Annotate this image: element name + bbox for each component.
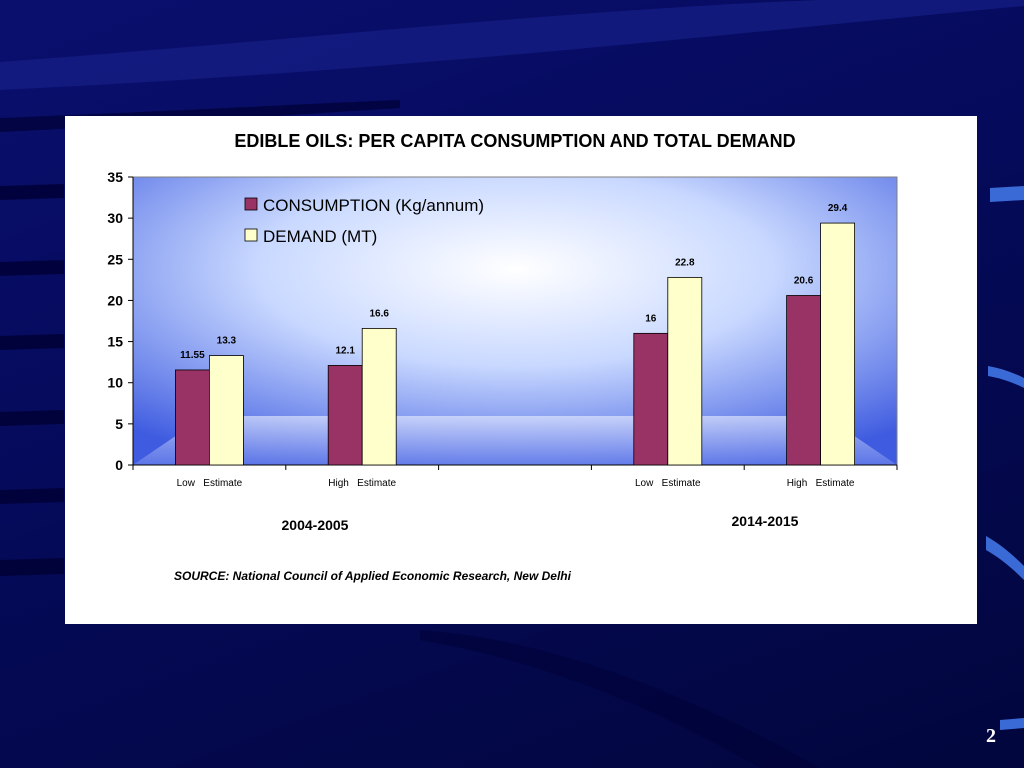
x-tick-label: High Estimate [787, 478, 855, 489]
y-tick-label: 35 [107, 169, 123, 185]
legend-label-demand: DEMAND (MT) [263, 227, 377, 246]
data-label-demand: 22.8 [675, 257, 695, 268]
chart-panel: EDIBLE OILS: PER CAPITA CONSUMPTION AND … [65, 116, 977, 624]
data-label-consumption: 11.55 [180, 350, 205, 361]
bar-consumption [786, 295, 821, 466]
bar-consumption [327, 365, 363, 466]
data-label-demand: 13.3 [217, 336, 237, 347]
bar-consumption [633, 332, 669, 466]
y-tick-label: 5 [115, 416, 123, 432]
legend-label-consumption: CONSUMPTION (Kg/annum) [263, 196, 484, 215]
legend-swatch-demand [244, 228, 258, 242]
page-number: 2 [986, 725, 996, 747]
data-label-demand: 29.4 [828, 203, 848, 214]
group-label-2014-2015: 2014-2015 [732, 513, 799, 529]
y-tick-label: 25 [107, 251, 123, 267]
bar-chart: EDIBLE OILS: PER CAPITA CONSUMPTION AND … [107, 131, 898, 583]
y-tick-label: 0 [115, 457, 123, 473]
bar-demand [361, 328, 397, 466]
bar-demand [208, 355, 244, 466]
x-tick-label: Low Estimate [177, 478, 243, 489]
data-label-consumption: 12.1 [335, 345, 355, 356]
data-label-consumption: 20.6 [794, 275, 814, 286]
x-tick-label: High Estimate [328, 478, 396, 489]
x-tick-label: Low Estimate [635, 478, 701, 489]
chart-title: EDIBLE OILS: PER CAPITA CONSUMPTION AND … [234, 131, 795, 151]
y-tick-label: 20 [107, 292, 123, 308]
bar-consumption [175, 369, 210, 466]
data-label-demand: 16.6 [369, 308, 389, 319]
data-label-consumption: 16 [645, 313, 657, 324]
bar-demand [820, 222, 855, 466]
legend-swatch-consumption [244, 197, 258, 211]
y-tick-label: 15 [107, 334, 123, 350]
y-tick-label: 10 [107, 375, 123, 391]
y-tick-label: 30 [107, 210, 123, 226]
bar-demand [667, 276, 703, 466]
plot-floor [133, 416, 897, 465]
source-note: SOURCE: National Council of Applied Econ… [174, 569, 572, 583]
legend: CONSUMPTION (Kg/annum) DEMAND (MT) [244, 196, 484, 246]
group-label-2004-2005: 2004-2005 [282, 517, 349, 533]
